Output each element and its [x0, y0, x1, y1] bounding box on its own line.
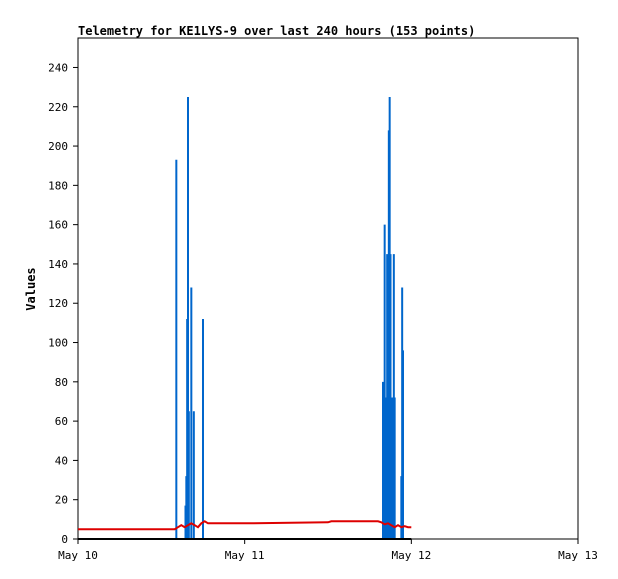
y-tick-label: 160: [48, 219, 68, 232]
y-tick-label: 0: [61, 533, 68, 546]
y-tick-label: 20: [55, 494, 68, 507]
y-tick-label: 140: [48, 258, 68, 271]
y-tick-label: 80: [55, 376, 68, 389]
y-tick-label: 200: [48, 140, 68, 153]
series-1: [78, 520, 412, 531]
x-tick-label: May 13: [558, 549, 598, 562]
y-tick-label: 180: [48, 179, 68, 192]
plot-frame: [77, 37, 579, 540]
chart-title: Telemetry for KE1LYS-9 over last 240 hou…: [78, 24, 475, 38]
y-tick-label: 120: [48, 297, 68, 310]
y-tick-label: 40: [55, 454, 68, 467]
y-axis: 0 20 40 60 80 100 120 140 160 180 200 220 240: [48, 61, 78, 546]
x-axis: May 10 May 11 May 12 May 13: [58, 539, 598, 562]
y-tick-label: 100: [48, 337, 68, 350]
y-tick-label: 220: [48, 101, 68, 114]
series-line: [78, 520, 412, 531]
y-tick-label: 60: [55, 415, 68, 428]
x-tick-label: May 12: [391, 549, 431, 562]
series-layer: [78, 96, 412, 540]
series-0: [175, 96, 404, 539]
y-tick-label: 240: [48, 61, 68, 74]
x-tick-label: May 11: [225, 549, 265, 562]
y-axis-label: Values: [24, 267, 38, 310]
x-tick-label: May 10: [58, 549, 98, 562]
